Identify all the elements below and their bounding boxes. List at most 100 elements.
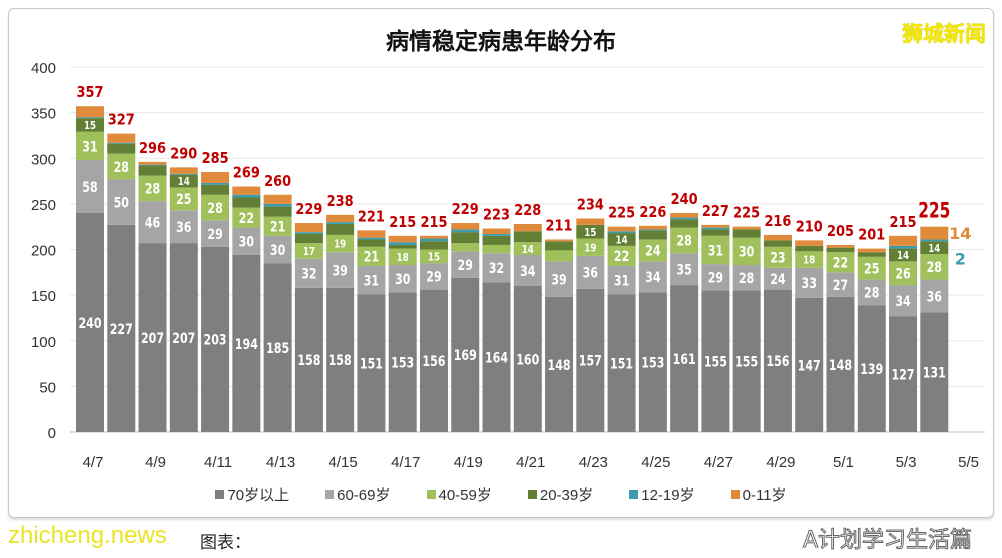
bar-segment (232, 227, 261, 255)
bar-segment (638, 261, 667, 293)
bar-segment (701, 235, 730, 265)
bar-segment (76, 131, 104, 161)
segment-label: 127 (891, 367, 914, 383)
bar-segment (232, 254, 261, 432)
segment-label: 19 (334, 238, 346, 251)
bar-segment (857, 252, 886, 257)
segment-label: 164 (485, 350, 508, 366)
total-label: 327 (108, 111, 135, 129)
bar-segment (763, 289, 792, 432)
segment-label: 158 (329, 353, 352, 369)
bar-segment (701, 290, 730, 432)
total-label: 260 (264, 172, 291, 190)
segment-label: 22 (239, 211, 254, 227)
total-label: 234 (577, 195, 604, 213)
x-tick-label: 4/27 (704, 454, 733, 471)
bar-segment (263, 194, 292, 204)
bar-segment (482, 282, 511, 432)
bar-segment (419, 263, 448, 290)
bar-segment (451, 232, 480, 244)
total-label: 216 (764, 212, 791, 230)
legend-label: 70岁以上 (227, 487, 290, 504)
x-tick-label: 4/17 (391, 454, 420, 471)
segment-label: 29 (458, 258, 473, 274)
legend: 70岁以上 60-69岁 40-59岁 20-39岁 12-19岁 0-11岁 (0, 484, 1002, 505)
bar-segment (513, 286, 542, 432)
bar-segment (107, 179, 136, 225)
total-label: 229 (295, 200, 322, 218)
bar-segment (201, 171, 230, 183)
bar-segment (763, 246, 792, 268)
bar-segment (419, 241, 448, 250)
segment-label: 26 (895, 267, 910, 283)
segment-label: 34 (895, 294, 911, 310)
bar-segment (513, 242, 542, 255)
bar-segment (451, 243, 480, 252)
bar-segment (169, 173, 198, 175)
segment-label: 30 (270, 243, 286, 259)
segment-label: 28 (927, 260, 942, 276)
bar-segment (826, 244, 855, 248)
bar-segment (607, 233, 636, 246)
bar-segment (638, 230, 667, 240)
y-tick-label: 200 (31, 243, 56, 260)
segment-label: 194 (235, 337, 258, 353)
bar-segment (419, 289, 448, 432)
segment-label: 58 (82, 180, 97, 196)
total-label: 211 (546, 216, 573, 234)
segment-label: 14 (616, 234, 628, 247)
bar-segment (482, 228, 511, 234)
bar-segment (920, 279, 949, 313)
bar-segment (107, 224, 136, 432)
site-watermark: zhicheng.news (8, 522, 167, 549)
bar-segment (545, 296, 574, 432)
segment-label: 31 (364, 273, 379, 289)
bar-segment (419, 249, 448, 264)
bar-segment (138, 201, 167, 244)
segment-label: 15 (584, 226, 596, 239)
bar-segment (76, 106, 104, 118)
segment-label: 203 (204, 333, 227, 349)
bar-segment (638, 292, 667, 432)
bar-segment (513, 223, 542, 232)
segment-label: 147 (798, 358, 821, 374)
bar-segment (545, 261, 574, 297)
bar-segment (732, 226, 761, 230)
bar-segment (169, 210, 198, 244)
segment-label: 36 (176, 220, 191, 236)
segment-label: 185 (266, 341, 289, 357)
bar-segment (732, 229, 761, 238)
bar-segment (920, 241, 949, 255)
segment-label: 151 (360, 356, 383, 372)
bar-segment (201, 220, 230, 247)
bar-segment (326, 234, 355, 253)
total-label: 227 (702, 202, 729, 220)
segment-label: 46 (145, 215, 160, 231)
segment-label: 161 (673, 352, 696, 368)
segment-label: 50 (114, 195, 130, 211)
bar-segment (857, 279, 886, 306)
bar-segment (732, 290, 761, 432)
bar-segment (263, 203, 292, 207)
bar-segment (451, 277, 480, 432)
bar-segment (482, 244, 511, 254)
segment-label: 151 (610, 356, 633, 372)
segment-label: 25 (176, 192, 191, 208)
bar-segment (232, 186, 261, 195)
segment-label: 14 (949, 224, 971, 243)
bar-segment (138, 165, 167, 176)
legend-item: 0-11岁 (730, 484, 787, 505)
legend-swatch (215, 490, 225, 499)
segment-label: 36 (927, 289, 942, 305)
legend-label: 60-69岁 (337, 487, 391, 504)
bar-segment (138, 243, 167, 432)
bar-segment (107, 153, 136, 180)
bar-segment (795, 267, 824, 298)
bar-segment (326, 214, 355, 223)
bar-segment (326, 222, 355, 224)
bar-segment (419, 238, 448, 242)
x-tick-label: 5/3 (896, 454, 917, 471)
bar-segment (169, 167, 198, 174)
wechat-watermark: A计划学习生活篇 (802, 528, 972, 554)
bar-segment (294, 233, 323, 244)
